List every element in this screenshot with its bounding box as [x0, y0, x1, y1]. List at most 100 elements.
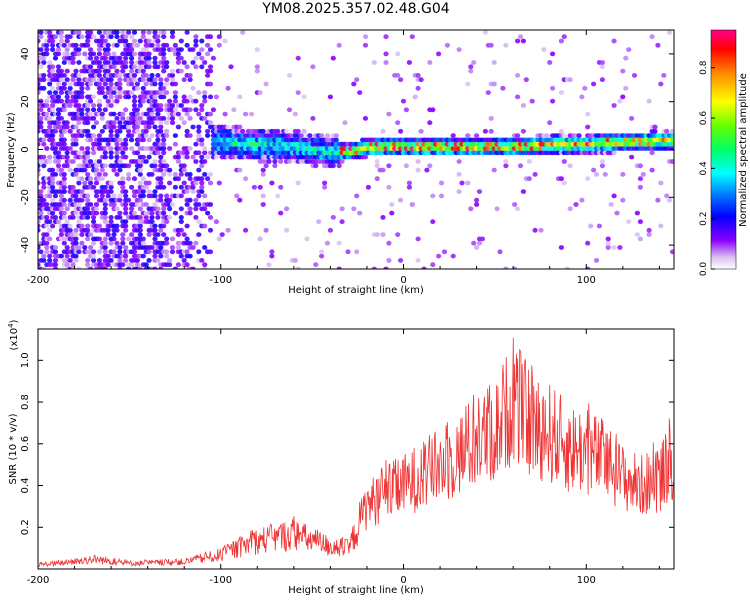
heatmap-cell	[547, 60, 553, 65]
heatmap-cell	[503, 42, 509, 48]
heatmap-cell	[64, 68, 70, 74]
heatmap-cell	[52, 258, 59, 263]
heatmap-cell	[129, 206, 135, 212]
heatmap-cell	[55, 51, 62, 57]
heatmap-cell	[161, 159, 167, 164]
heatmap-cell	[120, 240, 126, 246]
heatmap-cell	[102, 81, 108, 87]
heatmap-cell	[237, 167, 243, 173]
heatmap-cell	[64, 163, 70, 169]
heatmap-cell	[61, 172, 67, 177]
heatmap-cell	[99, 85, 105, 91]
heatmap-cell	[167, 98, 173, 104]
heatmap-cell	[91, 103, 97, 108]
heatmap-cell	[85, 223, 91, 229]
heatmap-cell	[79, 90, 85, 95]
heatmap-cell	[134, 81, 140, 87]
heatmap-cell	[111, 202, 117, 207]
heatmap-cell	[199, 107, 205, 113]
heatmap-cell	[515, 94, 521, 100]
heatmap-cell	[415, 167, 421, 173]
heatmap-cell	[123, 107, 129, 113]
heatmap-cell	[61, 189, 67, 195]
heatmap-cell	[38, 172, 41, 177]
heatmap-cell	[88, 176, 94, 182]
heatmap-cell	[111, 51, 117, 57]
heatmap-cell	[44, 146, 50, 151]
heatmap-cell	[152, 227, 158, 233]
heatmap-cell	[184, 202, 190, 207]
heatmap-cell	[196, 167, 202, 173]
heatmap-cell	[38, 120, 44, 126]
heatmap-cell	[167, 206, 173, 212]
heatmap-cell	[129, 146, 135, 151]
heatmap-cell	[91, 219, 97, 225]
heatmap-cell	[41, 163, 47, 169]
heatmap-cell	[58, 30, 64, 35]
heatmap-cell	[155, 73, 161, 78]
heatmap-cell	[593, 258, 600, 263]
heatmap-cell	[102, 172, 108, 177]
heatmap-cell	[44, 202, 50, 207]
heatmap-cell	[105, 47, 111, 52]
heatmap-cell	[336, 163, 342, 169]
snr-y-tick-label: 0.6	[20, 436, 31, 452]
snr-frame	[37, 328, 675, 570]
heatmap-cell	[383, 266, 389, 269]
heatmap-cell	[137, 167, 143, 173]
heatmap-cell	[491, 60, 497, 65]
heatmap-cell	[260, 193, 266, 199]
snr-x-tick-label: 100	[577, 575, 596, 586]
heatmap-cell	[646, 98, 652, 104]
heatmap-cell	[73, 236, 79, 242]
heatmap-cell	[126, 163, 132, 169]
heatmap-cell	[175, 60, 181, 65]
heatmap-cell	[102, 150, 108, 156]
heatmap-cell	[102, 163, 108, 169]
heatmap-cell	[567, 163, 573, 169]
heatmap-cell	[38, 124, 44, 130]
heatmap-cell	[102, 202, 108, 207]
heatmap-cell	[202, 150, 208, 156]
heatmap-cell	[284, 227, 290, 233]
heatmap-cell	[41, 137, 47, 143]
heatmap-cell	[175, 262, 181, 268]
heatmap-cell	[129, 232, 135, 238]
heatmap-cell	[108, 154, 114, 160]
heatmap-cell	[567, 206, 573, 212]
heatmap-cell	[652, 124, 658, 130]
heatmap-cell	[50, 167, 56, 173]
heatmap-cell	[91, 77, 97, 83]
heatmap-cell	[85, 42, 91, 48]
heatmap-cell	[61, 215, 67, 220]
heatmap-cell	[167, 215, 173, 220]
heatmap-cell	[196, 124, 202, 130]
heatmap-cell	[611, 245, 617, 250]
heatmap-cell	[330, 215, 336, 220]
heatmap-x-ticks: -200 -100 0 100	[27, 30, 660, 286]
heatmap-cell	[292, 258, 298, 263]
heatmap-cell	[131, 193, 138, 199]
heatmap-cell	[669, 141, 674, 147]
snr-x-tick-label: -200	[27, 575, 50, 586]
heatmap-cell	[67, 81, 73, 87]
heatmap-cell	[96, 236, 102, 242]
heatmap-cell	[263, 227, 269, 233]
heatmap-cell	[178, 227, 184, 233]
heatmap-cell	[515, 206, 521, 212]
heatmap-cell	[140, 236, 146, 242]
heatmap-cell	[301, 94, 307, 100]
heatmap-cell	[637, 219, 644, 225]
heatmap-cell	[67, 258, 73, 263]
heatmap-cell	[55, 64, 62, 70]
heatmap-cell	[96, 258, 102, 263]
heatmap-cell	[61, 210, 67, 216]
heatmap-cell	[403, 107, 409, 113]
heatmap-cell	[193, 206, 199, 212]
heatmap-cell	[88, 137, 94, 143]
heatmap-cell	[108, 150, 114, 156]
heatmap-cell	[55, 163, 62, 169]
heatmap-cell	[152, 81, 158, 87]
heatmap-cell	[88, 111, 94, 117]
heatmap-cell	[102, 55, 108, 61]
